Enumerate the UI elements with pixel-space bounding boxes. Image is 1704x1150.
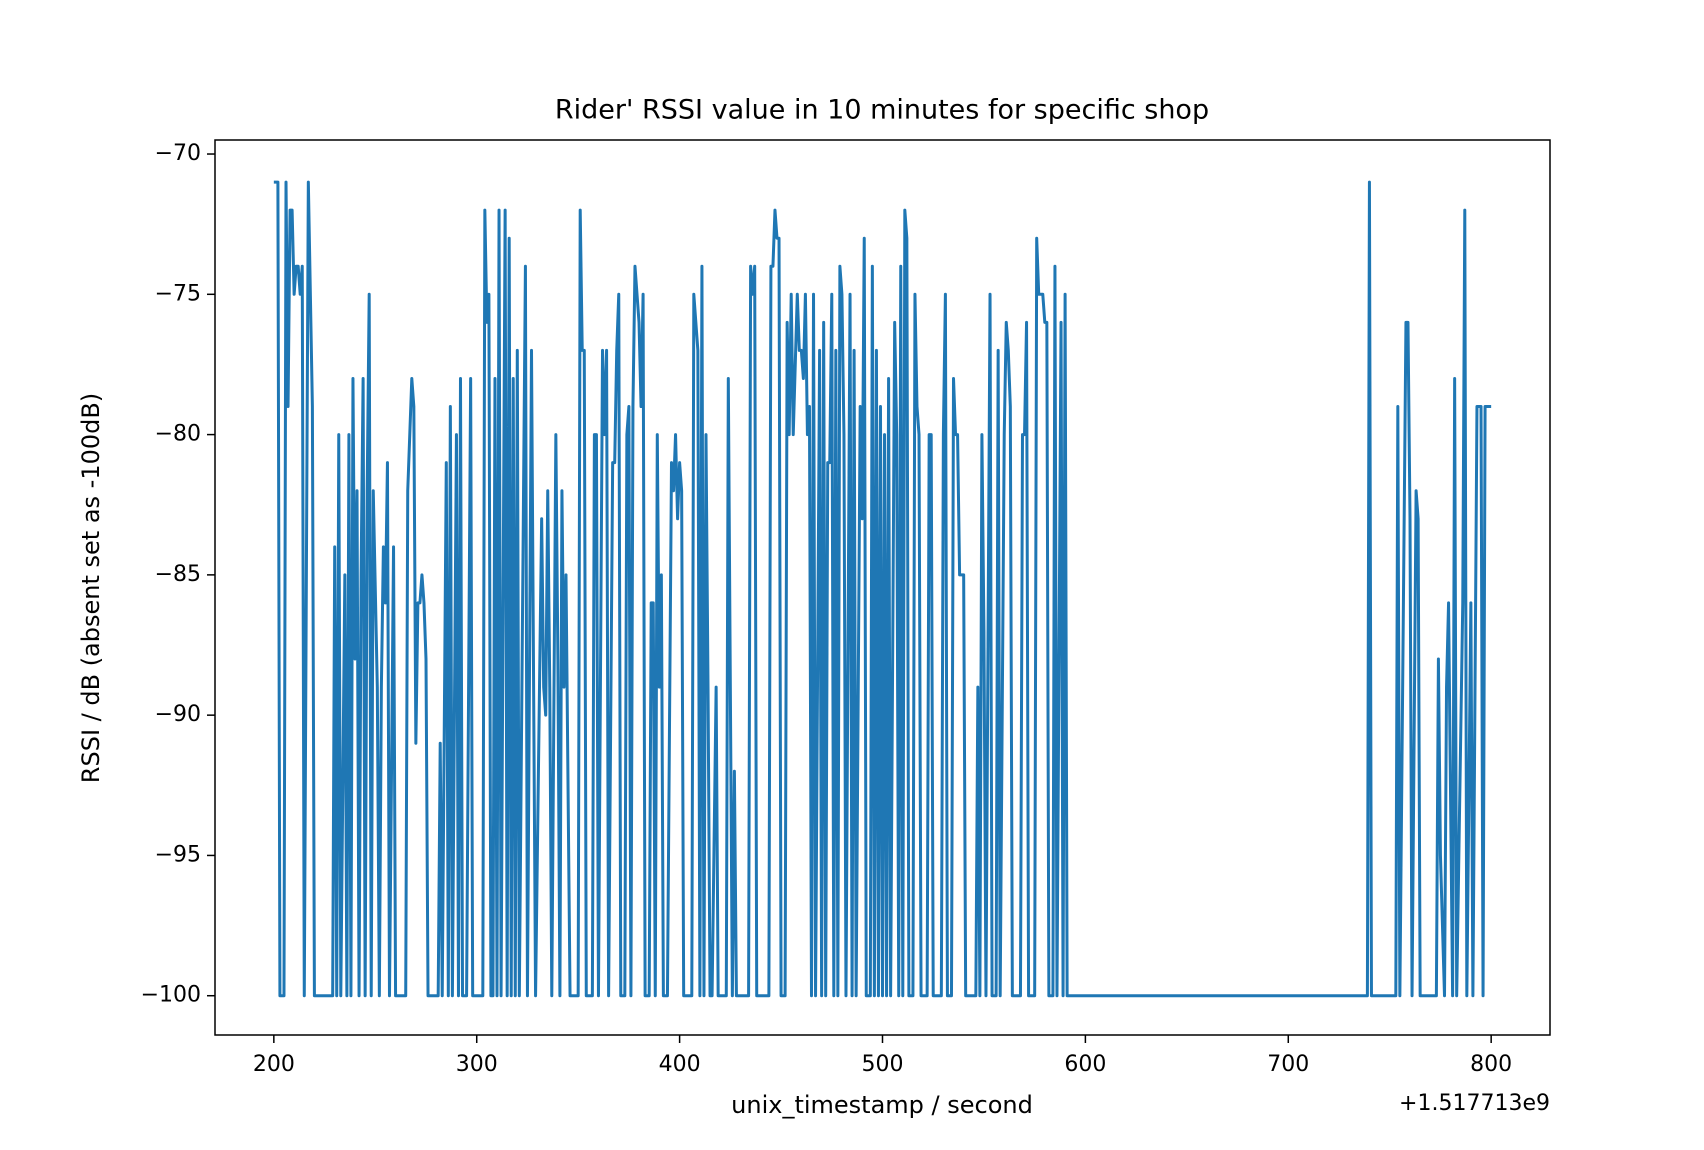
y-tick-label: −70 <box>155 141 201 166</box>
x-axis-label: unix_timestamp / second <box>731 1091 1033 1119</box>
y-tick-label: −100 <box>141 983 201 1008</box>
x-tick-label: 800 <box>1470 1052 1512 1077</box>
data-line <box>273 180 1492 998</box>
x-tick-label: 600 <box>1064 1052 1106 1077</box>
x-tick-label: 200 <box>253 1052 295 1077</box>
y-tick-label: −95 <box>155 842 201 867</box>
y-axis-label: RSSI / dB (absent set as -100dB) <box>77 393 105 783</box>
x-tick-label: 700 <box>1267 1052 1309 1077</box>
y-tick-label: −80 <box>155 422 201 447</box>
y-tick-label: −85 <box>155 562 201 587</box>
x-tick-label: 400 <box>659 1052 701 1077</box>
y-tick-label: −90 <box>155 702 201 727</box>
x-tick-label: 300 <box>456 1052 498 1077</box>
chart-title: Rider' RSSI value in 10 minutes for spec… <box>555 95 1209 126</box>
x-offset-text: +1.517713e9 <box>1399 1091 1550 1116</box>
x-tick-label: 500 <box>862 1052 904 1077</box>
plot-frame <box>214 139 1551 1036</box>
y-tick-label: −75 <box>155 281 201 306</box>
